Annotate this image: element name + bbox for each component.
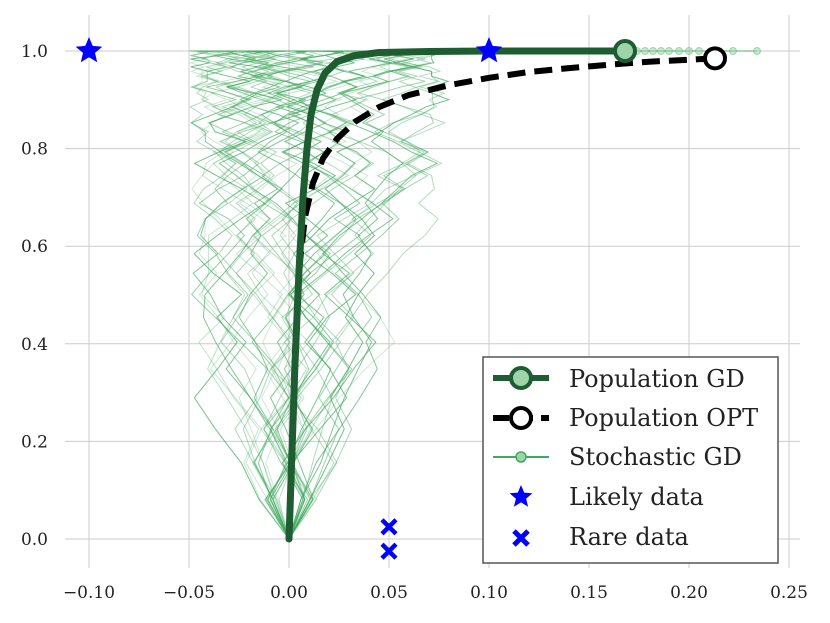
x-tick-label: 0.20 [670,583,708,603]
legend-label-likely-data: Likely data [569,483,704,511]
sgd-end-point [657,47,665,55]
rare-data-x [380,518,398,536]
sgd-end-point [695,47,703,55]
sgd-end-point [649,47,657,55]
sgd-end-point [665,47,673,55]
population-gd-line [285,47,629,543]
population-curves [285,39,727,543]
y-tick-label: 0.0 [21,530,48,550]
legend-box [482,356,779,564]
y-tick-label: 0.6 [21,237,48,257]
x-tick-label: 0.00 [270,583,308,603]
legend-star-icon [509,485,533,507]
sgd-end-point [685,47,693,55]
x-tick-label: 0.10 [470,583,508,603]
legend-item-population-opt: Population OPT [493,404,758,432]
legend: Population GD Population OPT Stochastic … [482,356,779,564]
likely-data-star [475,37,503,63]
x-tick-label: 0.05 [370,583,408,603]
x-tick-label: −0.10 [63,583,115,603]
x-tick-label: 0.15 [570,583,608,603]
legend-item-population-gd: Population GD [493,365,745,393]
sgd-trace [196,50,629,540]
sgd-end-point [729,47,737,55]
legend-label-population-opt: Population OPT [569,404,758,432]
legend-item-likely-data: Likely data [509,483,704,511]
y-tick-label: 0.8 [21,140,48,160]
likely-data-star [75,37,103,63]
legend-label-stochastic-gd: Stochastic GD [569,443,742,471]
population-opt-line [286,55,716,540]
legend-x-icon [512,529,530,547]
y-tick-label: 0.2 [21,432,48,452]
y-tick-label: 1.0 [21,42,48,62]
population-opt-end-marker [703,46,727,71]
legend-marker-stochastic-gd [515,451,527,463]
rare-data-x [380,542,398,560]
legend-label-rare-data: Rare data [569,523,689,551]
sgd-end-point [753,47,761,55]
sgd-end-point [641,47,649,55]
legend-marker-population-opt [509,406,533,430]
legend-marker-population-gd [509,366,533,390]
tick-labels: −0.10 −0.05 0.00 0.05 0.10 0.15 0.20 0.25 0.0 0.2… [21,42,808,603]
legend-item-stochastic-gd: Stochastic GD [493,443,742,471]
sgd-trace [188,50,653,540]
data-points [75,37,503,560]
x-tick-label: 0.25 [770,583,808,603]
y-tick-label: 0.4 [21,335,48,355]
population-gd-end-marker [613,39,637,63]
x-tick-label: −0.05 [163,583,215,603]
legend-label-population-gd: Population GD [569,365,745,393]
sgd-end-point [675,47,683,55]
legend-item-rare-data: Rare data [512,523,689,551]
